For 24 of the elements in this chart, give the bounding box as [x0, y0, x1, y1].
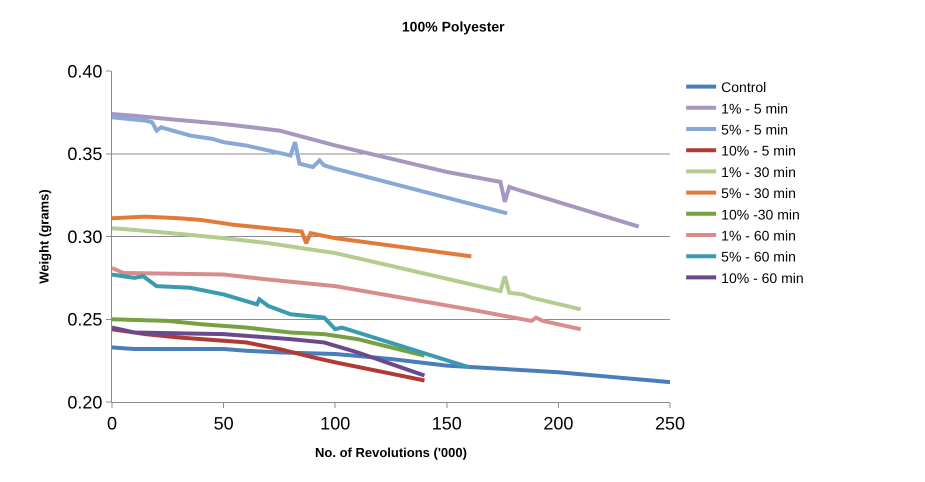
x-tick-label: 50: [214, 414, 234, 434]
y-tick-label: 0.40: [67, 61, 102, 82]
chart-title: 100% Polyester: [402, 18, 506, 34]
x-tick-label: 150: [432, 414, 462, 434]
legend-label: 1% - 60 min: [721, 227, 796, 244]
legend-label: Control: [721, 79, 766, 96]
legend-label: 10% - 60 min: [721, 270, 804, 286]
y-tick-label: 0.20: [67, 392, 102, 412]
y-axis-title: Weight (grams): [36, 189, 52, 284]
y-tick-label: 0.30: [67, 226, 102, 247]
legend-label: 5% - 5 min: [721, 121, 788, 138]
x-axis-title: No. of Revolutions ('000): [315, 445, 467, 460]
legend-label: 1% - 5 min: [721, 100, 788, 116]
x-tick-label: 0: [106, 414, 118, 434]
legend-label: 5% - 60 min: [721, 248, 796, 265]
x-tick-label: 250: [654, 414, 686, 434]
y-tick-label: 0.35: [67, 144, 102, 164]
y-tick-label: 0.25: [67, 310, 102, 330]
legend-label: 10% -30 min: [721, 206, 800, 222]
legend-label: 1% - 30 min: [721, 164, 796, 180]
x-tick-label: 200: [543, 414, 574, 434]
x-tick-label: 100: [320, 414, 350, 434]
legend-label: 10% - 5 min: [721, 142, 796, 159]
legend-label: 5% - 30 min: [721, 185, 796, 202]
